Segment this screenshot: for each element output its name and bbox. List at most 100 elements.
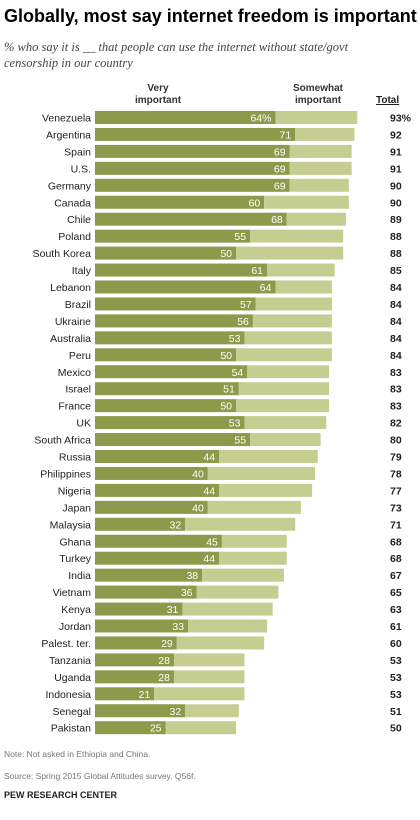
bar-very-important (95, 212, 287, 226)
bar-very-important (95, 127, 296, 141)
bar-value-label: 69 (274, 180, 286, 192)
bar-very-important (95, 450, 220, 463)
category-label: Argentina (46, 129, 91, 141)
bar-very-important (95, 687, 155, 701)
bar-very-important (95, 348, 236, 362)
total-value-label: 84 (390, 333, 402, 345)
bar-value-label: 44 (203, 553, 215, 565)
bar-very-important (95, 670, 174, 684)
bar-somewhat-important (165, 721, 236, 735)
bar-very-important (95, 534, 222, 548)
bar-very-important (95, 382, 239, 396)
bar-somewhat-important (250, 229, 344, 243)
bar-very-important (95, 466, 208, 480)
bar-somewhat-important (275, 111, 358, 124)
total-header: Total (376, 95, 399, 106)
bar-very-important (95, 585, 197, 599)
category-label: Ukraine (55, 316, 91, 328)
bar-very-important (95, 721, 166, 735)
total-value-label: 73 (390, 502, 402, 514)
bar-very-important (95, 653, 174, 667)
bar-very-important (95, 517, 186, 531)
series-header-somewhat-line1: Somewhat (293, 83, 344, 94)
bar-somewhat-important (207, 466, 315, 480)
category-label: Vietnam (53, 587, 92, 599)
category-label: South Africa (34, 435, 91, 447)
category-label: Indonesia (45, 689, 91, 701)
bar-value-label: 40 (192, 468, 204, 480)
bar-somewhat-important (250, 433, 321, 447)
bar-very-important (95, 144, 290, 158)
bar-somewhat-important (236, 348, 332, 362)
total-value-label: 84 (390, 316, 402, 328)
bar-somewhat-important (267, 263, 335, 277)
category-label: UK (76, 418, 91, 430)
total-value-label: 85 (390, 265, 402, 277)
bar-very-important (95, 619, 189, 633)
series-header-somewhat-line2: important (295, 95, 342, 106)
category-label: Chile (67, 214, 91, 226)
bar-somewhat-important (219, 483, 313, 497)
total-value-label: 91 (390, 163, 402, 175)
category-label: France (58, 401, 91, 413)
total-value-label: 93% (390, 113, 412, 125)
bar-very-important (95, 704, 186, 718)
category-label: Israel (65, 384, 91, 396)
bar-somewhat-important (221, 534, 287, 548)
bar-value-label: 57 (240, 299, 252, 311)
bar-value-label: 45 (206, 536, 218, 548)
bar-very-important (95, 365, 248, 379)
bar-somewhat-important (188, 619, 268, 633)
category-label: Germany (48, 180, 92, 192)
bar-very-important (95, 483, 220, 497)
total-value-label: 65 (390, 587, 402, 599)
bar-value-label: 71 (280, 129, 292, 141)
total-value-label: 90 (390, 197, 402, 209)
category-label: India (68, 570, 91, 582)
bar-somewhat-important (202, 568, 284, 582)
total-value-label: 83 (390, 401, 402, 413)
bar-somewhat-important (289, 178, 349, 192)
total-value-label: 53 (390, 672, 402, 684)
category-label: Lebanon (50, 282, 91, 294)
bar-value-label: 55 (234, 231, 246, 243)
total-value-label: 50 (390, 723, 402, 735)
bar-very-important (95, 280, 276, 294)
bar-value-label: 50 (220, 350, 232, 362)
bar-value-label: 64% (250, 113, 271, 125)
bar-very-important (95, 178, 290, 192)
bar-value-label: 32 (170, 519, 182, 531)
bar-very-important (95, 399, 236, 413)
bar-somewhat-important (252, 314, 332, 328)
bar-very-important (95, 568, 203, 582)
bar-value-label: 40 (192, 502, 204, 514)
bar-value-label: 36 (181, 587, 193, 599)
bar-somewhat-important (185, 704, 239, 718)
category-label: Russia (59, 452, 91, 464)
series-header-very-line2: important (135, 95, 182, 106)
bar-very-important (95, 263, 268, 277)
bar-value-label: 31 (167, 604, 179, 616)
total-value-label: 68 (390, 536, 402, 548)
bar-value-label: 61 (251, 265, 263, 277)
bar-very-important (95, 433, 251, 447)
series-header-very-line1: Very (147, 83, 169, 94)
bar-value-label: 21 (139, 689, 151, 701)
bar-somewhat-important (286, 212, 346, 226)
bar-value-label: 44 (203, 452, 215, 464)
bar-very-important (95, 161, 290, 175)
bar-somewhat-important (185, 517, 296, 531)
bar-somewhat-important (244, 331, 332, 345)
bar-somewhat-important (182, 602, 273, 616)
bar-value-label: 44 (203, 485, 215, 497)
bar-somewhat-important (219, 551, 287, 565)
category-label: Australia (50, 333, 91, 345)
total-value-label: 83 (390, 367, 402, 379)
total-value-label: 84 (390, 282, 402, 294)
bar-very-important (95, 602, 183, 616)
source-note: Source: Spring 2015 Global Attitudes sur… (4, 771, 196, 781)
category-label: Senegal (52, 706, 91, 718)
category-label: Poland (58, 231, 91, 243)
bar-very-important (95, 551, 220, 565)
